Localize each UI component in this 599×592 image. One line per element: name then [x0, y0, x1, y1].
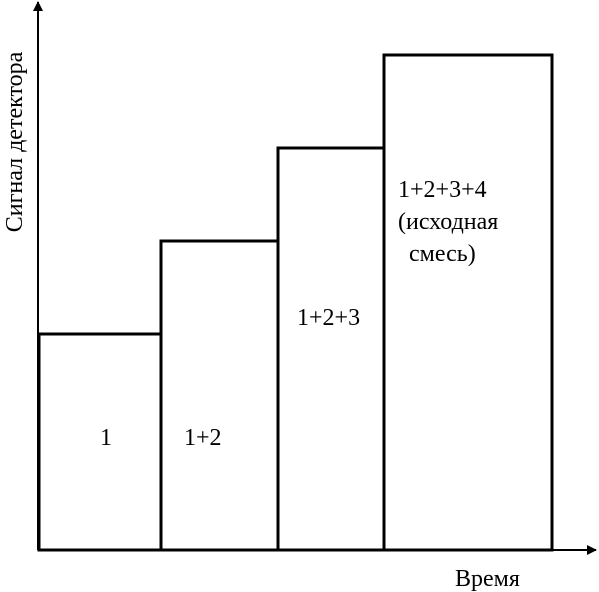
- step-label-4-line-3: смесь): [409, 241, 476, 267]
- step-label-4-line-1: 1+2+3+4: [398, 177, 487, 203]
- step-label-1: 1: [100, 425, 112, 451]
- step-box-2: [159, 239, 280, 552]
- step-box-3: [276, 146, 386, 552]
- step-label-4-line-2: (исходная: [398, 209, 498, 235]
- y-axis-label: Сигнал детектора: [2, 51, 28, 232]
- step-label-3: 1+2+3: [297, 305, 360, 331]
- step-box-4: [382, 53, 554, 552]
- step-label-2: 1+2: [184, 425, 222, 451]
- x-axis-label: Время: [455, 566, 520, 592]
